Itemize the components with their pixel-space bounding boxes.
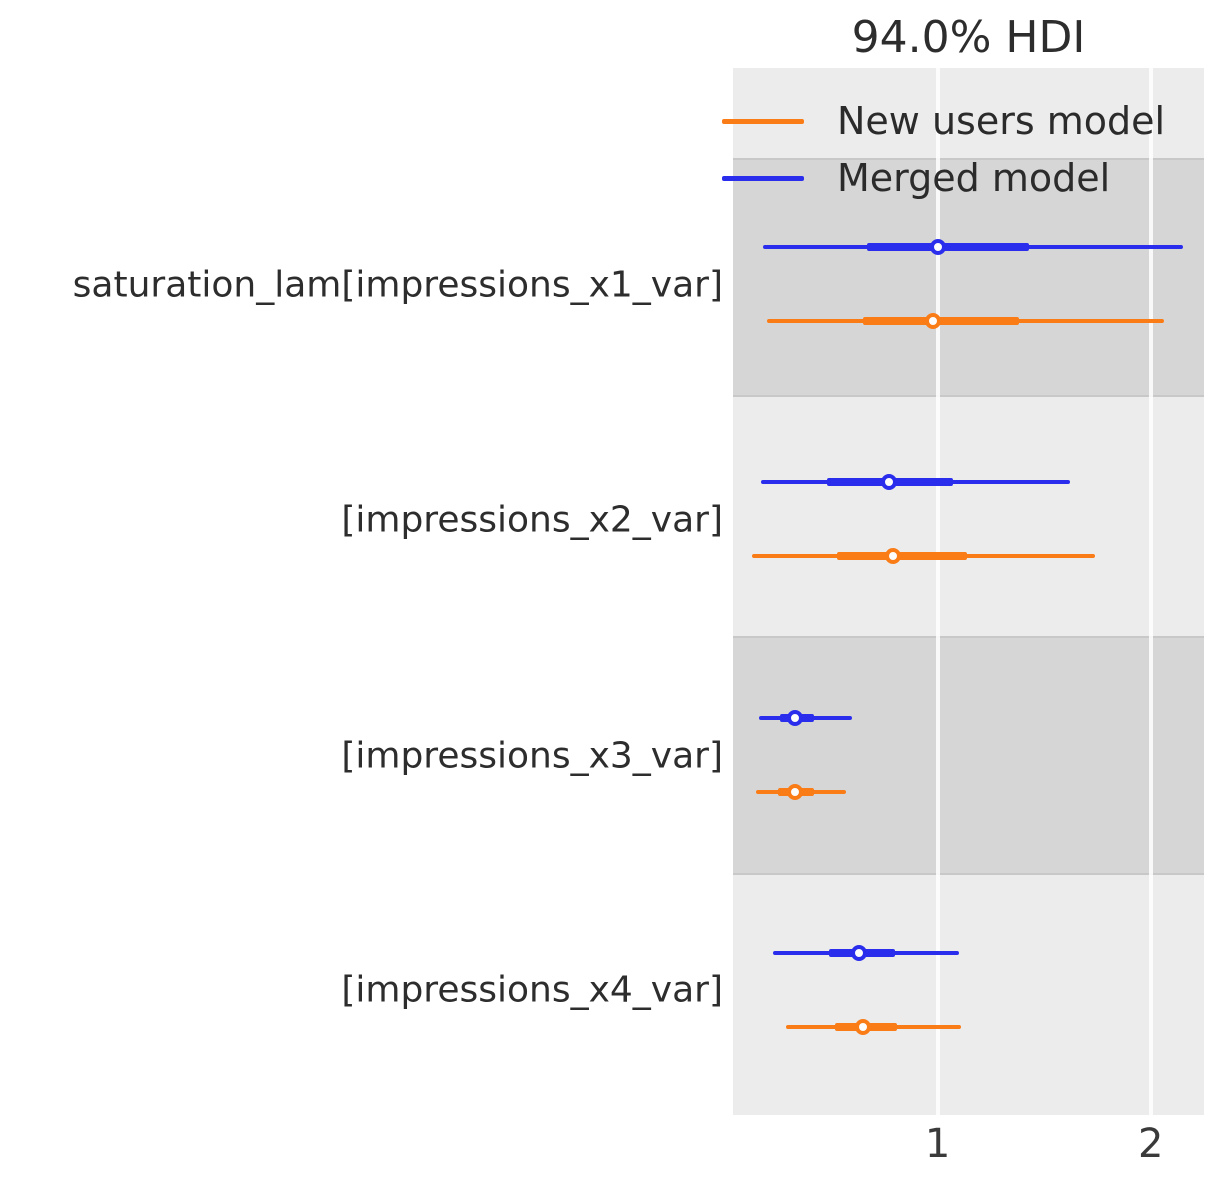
parameter-label: saturation_lam[impressions_x1_var] (72, 264, 723, 306)
iqr-bar (867, 243, 1030, 251)
gridline (935, 68, 940, 1115)
parameter-label: [impressions_x4_var] (341, 969, 723, 1011)
legend-line-merged (722, 176, 804, 181)
median-point (786, 710, 803, 726)
plot-title: 94.0% HDI (851, 12, 1086, 63)
median-point (929, 239, 946, 255)
legend-line-new-users (722, 119, 804, 124)
median-point (786, 784, 803, 800)
legend-label: New users model (837, 99, 1166, 143)
median-point (884, 548, 901, 564)
median-point (855, 1019, 871, 1035)
gridline (1148, 68, 1153, 1115)
iqr-bar (837, 552, 968, 560)
legend-label: Merged model (837, 156, 1111, 200)
x-tick-label: 2 (1137, 1121, 1164, 1167)
plot-area (733, 68, 1204, 1115)
parameter-label: [impressions_x2_var] (341, 499, 723, 541)
x-tick-label: 1 (924, 1121, 951, 1167)
shaded-band (733, 158, 1204, 397)
median-point (850, 945, 867, 961)
median-point (880, 474, 897, 490)
shaded-band (733, 636, 1204, 875)
median-point (925, 313, 942, 329)
parameter-label: [impressions_x3_var] (341, 735, 723, 777)
